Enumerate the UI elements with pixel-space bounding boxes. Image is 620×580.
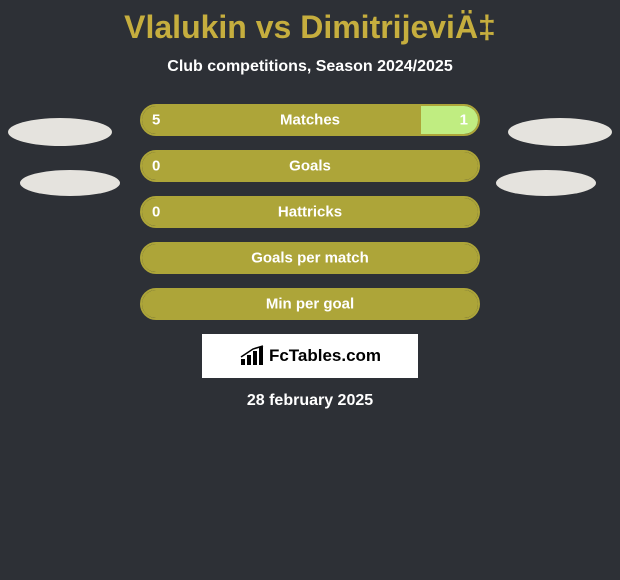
bar-matches: 5 Matches 1 — [140, 104, 480, 136]
bar-row-goals: 0 Goals — [0, 150, 620, 182]
bar-left-value: 5 — [152, 112, 160, 129]
bar-label: Min per goal — [142, 296, 478, 313]
bar-row-mpg: Min per goal — [0, 288, 620, 320]
comparison-title: Vlalukin vs DimitrijeviÄ‡ — [0, 8, 620, 46]
bar-goals-per-match: Goals per match — [140, 242, 480, 274]
bars-area: 5 Matches 1 0 Goals 0 Hattricks — [0, 104, 620, 320]
site-logo: FcTables.com — [202, 334, 418, 378]
comparison-subtitle: Club competitions, Season 2024/2025 — [0, 58, 620, 76]
bar-label: Hattricks — [142, 204, 478, 221]
bar-right-value: 1 — [460, 112, 468, 129]
bar-label: Matches — [142, 112, 478, 129]
player2-avatar-2 — [496, 148, 600, 196]
bar-label: Goals per match — [142, 250, 478, 267]
date-text: 28 february 2025 — [0, 392, 620, 410]
bar-left-value: 0 — [152, 204, 160, 221]
bar-row-gpm: Goals per match — [0, 242, 620, 274]
infographic-container: Vlalukin vs DimitrijeviÄ‡ Club competiti… — [0, 0, 620, 410]
bar-hattricks: 0 Hattricks — [140, 196, 480, 228]
bar-goals: 0 Goals — [140, 150, 480, 182]
logo-text: FcTables.com — [269, 346, 381, 366]
player1-avatar — [8, 98, 112, 146]
chart-icon — [239, 345, 265, 367]
bar-label: Goals — [142, 158, 478, 175]
bar-left-value: 0 — [152, 158, 160, 175]
bar-min-per-goal: Min per goal — [140, 288, 480, 320]
bar-row-hattricks: 0 Hattricks — [0, 196, 620, 228]
player2-avatar — [508, 98, 612, 146]
bar-row-matches: 5 Matches 1 — [0, 104, 620, 136]
player1-avatar-2 — [20, 148, 124, 196]
